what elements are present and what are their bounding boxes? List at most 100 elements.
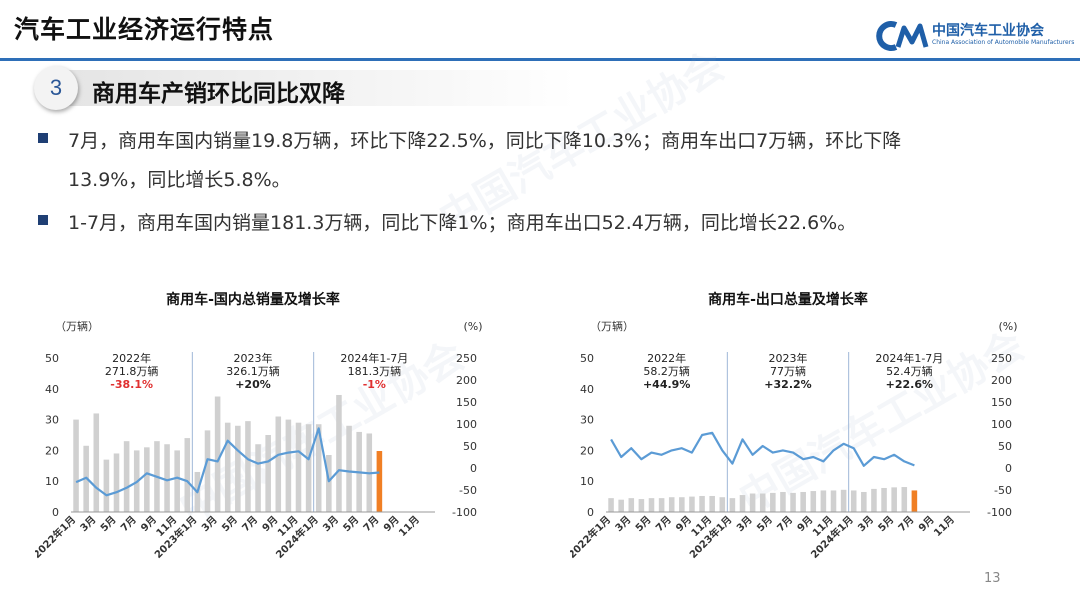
bullet-1-line-1: 7月，商用车国内销量19.8万辆，环比下降22.5%，同比下降10.3%；商用车… [68, 130, 902, 152]
bar [679, 497, 685, 512]
y-tick-right: 0 [470, 462, 477, 475]
x-tick-label: 7月 [240, 514, 260, 534]
bar [93, 413, 100, 512]
bar [689, 496, 695, 512]
bar [214, 396, 221, 512]
x-tick-label: 11月 [397, 514, 422, 539]
bullet-1-line-2: 13.9%，同比增长5.8%。 [68, 169, 291, 191]
bar [790, 492, 796, 512]
growth-rate-line [610, 431, 915, 467]
bar [729, 498, 736, 512]
bar [891, 487, 897, 512]
annotation-total: 58.2万辆 [643, 364, 690, 378]
bar [820, 490, 827, 512]
x-tick-label: 5月 [876, 514, 896, 534]
bar [295, 422, 302, 512]
x-tick-label: 3月 [78, 514, 98, 534]
bullet-marker [38, 133, 48, 143]
bar [861, 491, 867, 512]
x-tick-label: 3月 [856, 514, 876, 534]
caam-logo-icon [876, 21, 929, 51]
logo-text-en: China Association of Automobile Manufact… [932, 39, 1075, 46]
bullet-2-line-1: 1-7月，商用车国内销量181.3万辆，同比下降1%；商用车出口52.4万辆，同… [68, 212, 857, 234]
annotation-rate: +22.6% [886, 378, 933, 391]
bar [224, 422, 231, 512]
bar [739, 495, 746, 512]
export-chart: 商用车-出口总量及增长率 （万辆） (%) 0 10 20 30 40 50 -100 -50 0 50… [570, 291, 1018, 561]
bar [901, 487, 908, 512]
bar-current-month [911, 490, 918, 512]
x-tick-label: 5月 [341, 514, 361, 534]
growth-rate-line [75, 427, 380, 497]
bar [810, 491, 817, 512]
x-tick-label: 11月 [932, 514, 957, 539]
y-tick-right: 250 [991, 352, 1012, 365]
bar [346, 425, 352, 512]
bullet-marker [38, 215, 48, 225]
bar [719, 497, 726, 512]
y-tick-right: 200 [456, 374, 477, 387]
y-tick-left: 30 [580, 414, 594, 427]
y-tick-left: 10 [45, 475, 59, 488]
annotation-year: 2024年1-7月 [875, 351, 943, 365]
bar [144, 447, 150, 512]
y-tick-left: 10 [580, 475, 594, 488]
chart-title: 商用车-国内总销量及增长率 [166, 291, 340, 308]
annotation-total: 52.4万辆 [886, 364, 933, 378]
y-tick-right: 100 [991, 418, 1012, 431]
bar [840, 489, 847, 512]
bar [638, 499, 645, 512]
annotation-year: 2023年 [769, 351, 808, 365]
x-tick-label: 7月 [653, 514, 673, 534]
y-axis-left-label: （万辆） [55, 319, 99, 333]
y-tick-right: -100 [987, 506, 1012, 519]
section-title: 商用车产销环比同比双降 [92, 81, 345, 107]
annotation-rate: +32.2% [764, 378, 811, 391]
bar [336, 394, 342, 512]
bar [184, 438, 191, 512]
chart-title: 商用车-出口总量及增长率 [708, 291, 868, 308]
y-tick-left: 0 [52, 506, 59, 519]
bar [608, 498, 614, 512]
x-tick-label: 5月 [219, 514, 239, 534]
y-tick-left: 50 [45, 352, 59, 365]
y-tick-left: 20 [580, 444, 594, 457]
y-tick-right: 50 [998, 440, 1012, 453]
y-axis-right-label: (%) [998, 320, 1017, 333]
section-number: 3 [34, 66, 78, 110]
x-tick-label: 3月 [613, 514, 633, 534]
bar [123, 441, 130, 512]
y-tick-left: 30 [45, 414, 59, 427]
y-axis-left-label: （万辆） [590, 319, 634, 333]
bar [618, 499, 624, 512]
page-number: 13 [984, 571, 1001, 586]
y-tick-right: 0 [1005, 462, 1012, 475]
bar [749, 493, 756, 512]
x-tick-label: 5月 [98, 514, 118, 534]
bar [759, 493, 766, 512]
x-tick-label: 2022年1月 [35, 513, 78, 561]
bar [285, 419, 292, 512]
x-tick-label: 2022年1月 [570, 513, 613, 561]
y-tick-left: 0 [587, 506, 594, 519]
bar [628, 498, 635, 512]
bar [265, 435, 271, 512]
y-tick-left: 50 [580, 352, 594, 365]
y-tick-left: 40 [580, 383, 594, 396]
annotation-rate: +44.9% [643, 378, 690, 391]
y-tick-right: 250 [456, 352, 477, 365]
bar-current-month [376, 451, 383, 512]
annotation-total: 181.3万辆 [348, 364, 402, 378]
x-tick-label: 5月 [633, 514, 653, 534]
x-tick-label: 7月 [896, 514, 916, 534]
bar [658, 498, 665, 512]
x-tick-label: 7月 [361, 514, 381, 534]
y-tick-right: 150 [456, 396, 477, 409]
logo-text-cn: 中国汽车工业协会 [932, 23, 1044, 39]
bar [668, 497, 675, 512]
bar [103, 459, 110, 512]
bar [113, 453, 120, 512]
bar [830, 490, 837, 512]
bar [881, 487, 887, 512]
header-divider [0, 58, 1080, 61]
